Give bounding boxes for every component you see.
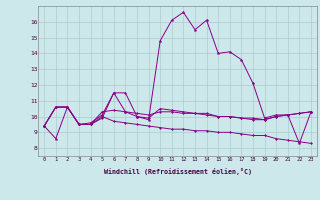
X-axis label: Windchill (Refroidissement éolien,°C): Windchill (Refroidissement éolien,°C) <box>104 168 252 175</box>
